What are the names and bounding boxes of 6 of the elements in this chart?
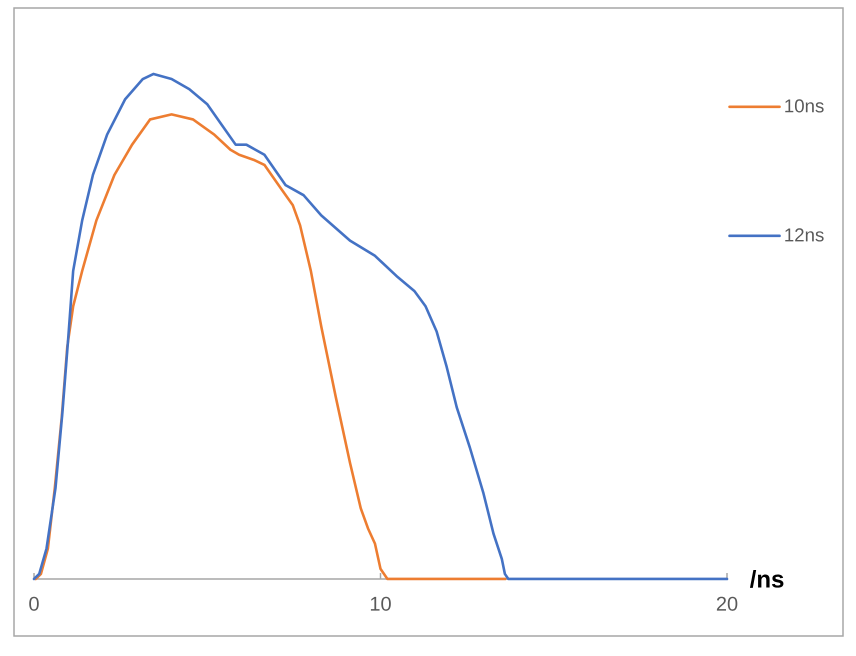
x-axis-title: /ns xyxy=(750,570,784,588)
legend-label: 12ns xyxy=(785,228,824,242)
x-tick-label: 20 xyxy=(716,596,738,611)
x-tick-label: 0 xyxy=(29,596,39,611)
x-tick-label: 10 xyxy=(370,596,391,611)
legend-label: 10ns xyxy=(785,99,824,112)
